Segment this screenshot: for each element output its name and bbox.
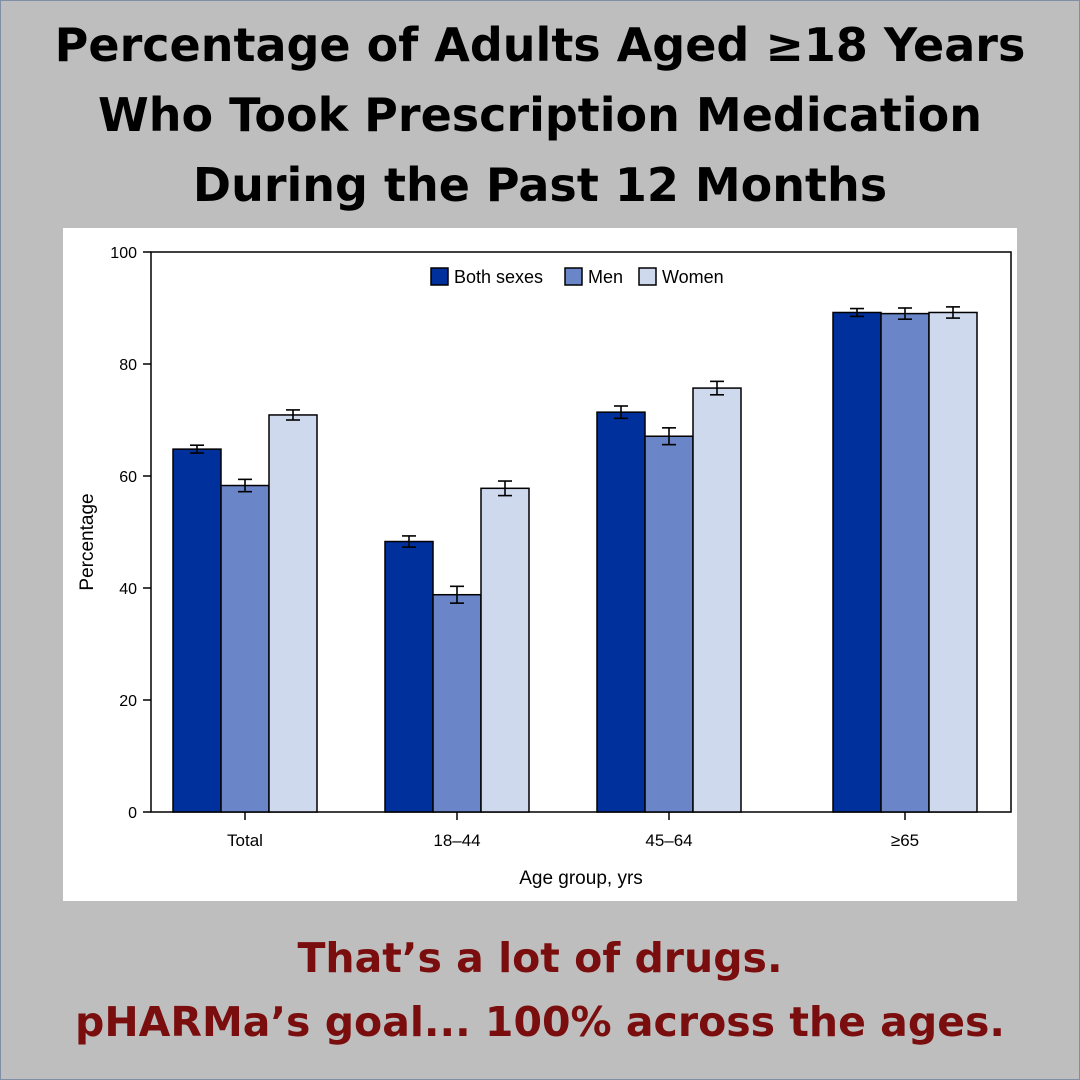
x-tick-label: Total: [227, 831, 263, 850]
x-tick-label: 45–64: [645, 831, 692, 850]
headline-line-2: Who Took Prescription Medication: [97, 88, 983, 142]
y-tick-label: 100: [110, 245, 137, 262]
bar-women: [268, 414, 318, 813]
y-tick-label: 0: [128, 805, 137, 822]
bar-men: [644, 435, 694, 813]
headline-line-3: During the Past 12 Months: [192, 158, 888, 212]
legend-label: Women: [662, 267, 724, 287]
x-axis-label: Age group, yrs: [519, 868, 643, 889]
y-tick-label: 80: [119, 357, 137, 374]
bar-both-sexes: [832, 311, 882, 813]
bar-men: [432, 593, 482, 813]
plot-frame: [150, 251, 1012, 813]
caption: That’s a lot of drugs. pHARMa’s goal... …: [0, 926, 1080, 1054]
bar-men: [220, 484, 270, 813]
headline-line-1: Percentage of Adults Aged ≥18 Years: [54, 18, 1026, 72]
legend-label: Men: [588, 267, 623, 287]
y-tick-label: 60: [119, 469, 137, 486]
chart-panel: 0 20 40 60 80 100 Percentage Total 18–44 45–64 ≥65…: [63, 228, 1017, 901]
bar-both-sexes: [596, 411, 646, 813]
caption-line-1: That’s a lot of drugs.: [297, 934, 783, 982]
bar-men: [880, 312, 930, 813]
x-tick-label: ≥65: [891, 831, 919, 850]
bar-women: [692, 387, 742, 813]
legend-swatch: [564, 267, 583, 286]
y-axis-label: Percentage: [77, 493, 98, 590]
legend-label: Both sexes: [454, 267, 543, 287]
bar-women: [928, 311, 978, 813]
caption-line-2: pHARMa’s goal... 100% across the ages.: [75, 998, 1005, 1046]
bar-women: [480, 487, 530, 813]
y-tick-label: 40: [119, 581, 137, 598]
x-tick-label: 18–44: [433, 831, 480, 850]
bar-chart: 0 20 40 60 80 100 Percentage Total 18–44 45–64 ≥65…: [77, 245, 1012, 889]
y-tick-label: 20: [119, 693, 137, 710]
headline: Percentage of Adults Aged ≥18 Years Who …: [0, 10, 1080, 220]
bar-both-sexes: [172, 448, 222, 813]
legend-swatch: [430, 267, 449, 286]
legend-swatch: [638, 267, 657, 286]
bar-both-sexes: [384, 540, 434, 813]
